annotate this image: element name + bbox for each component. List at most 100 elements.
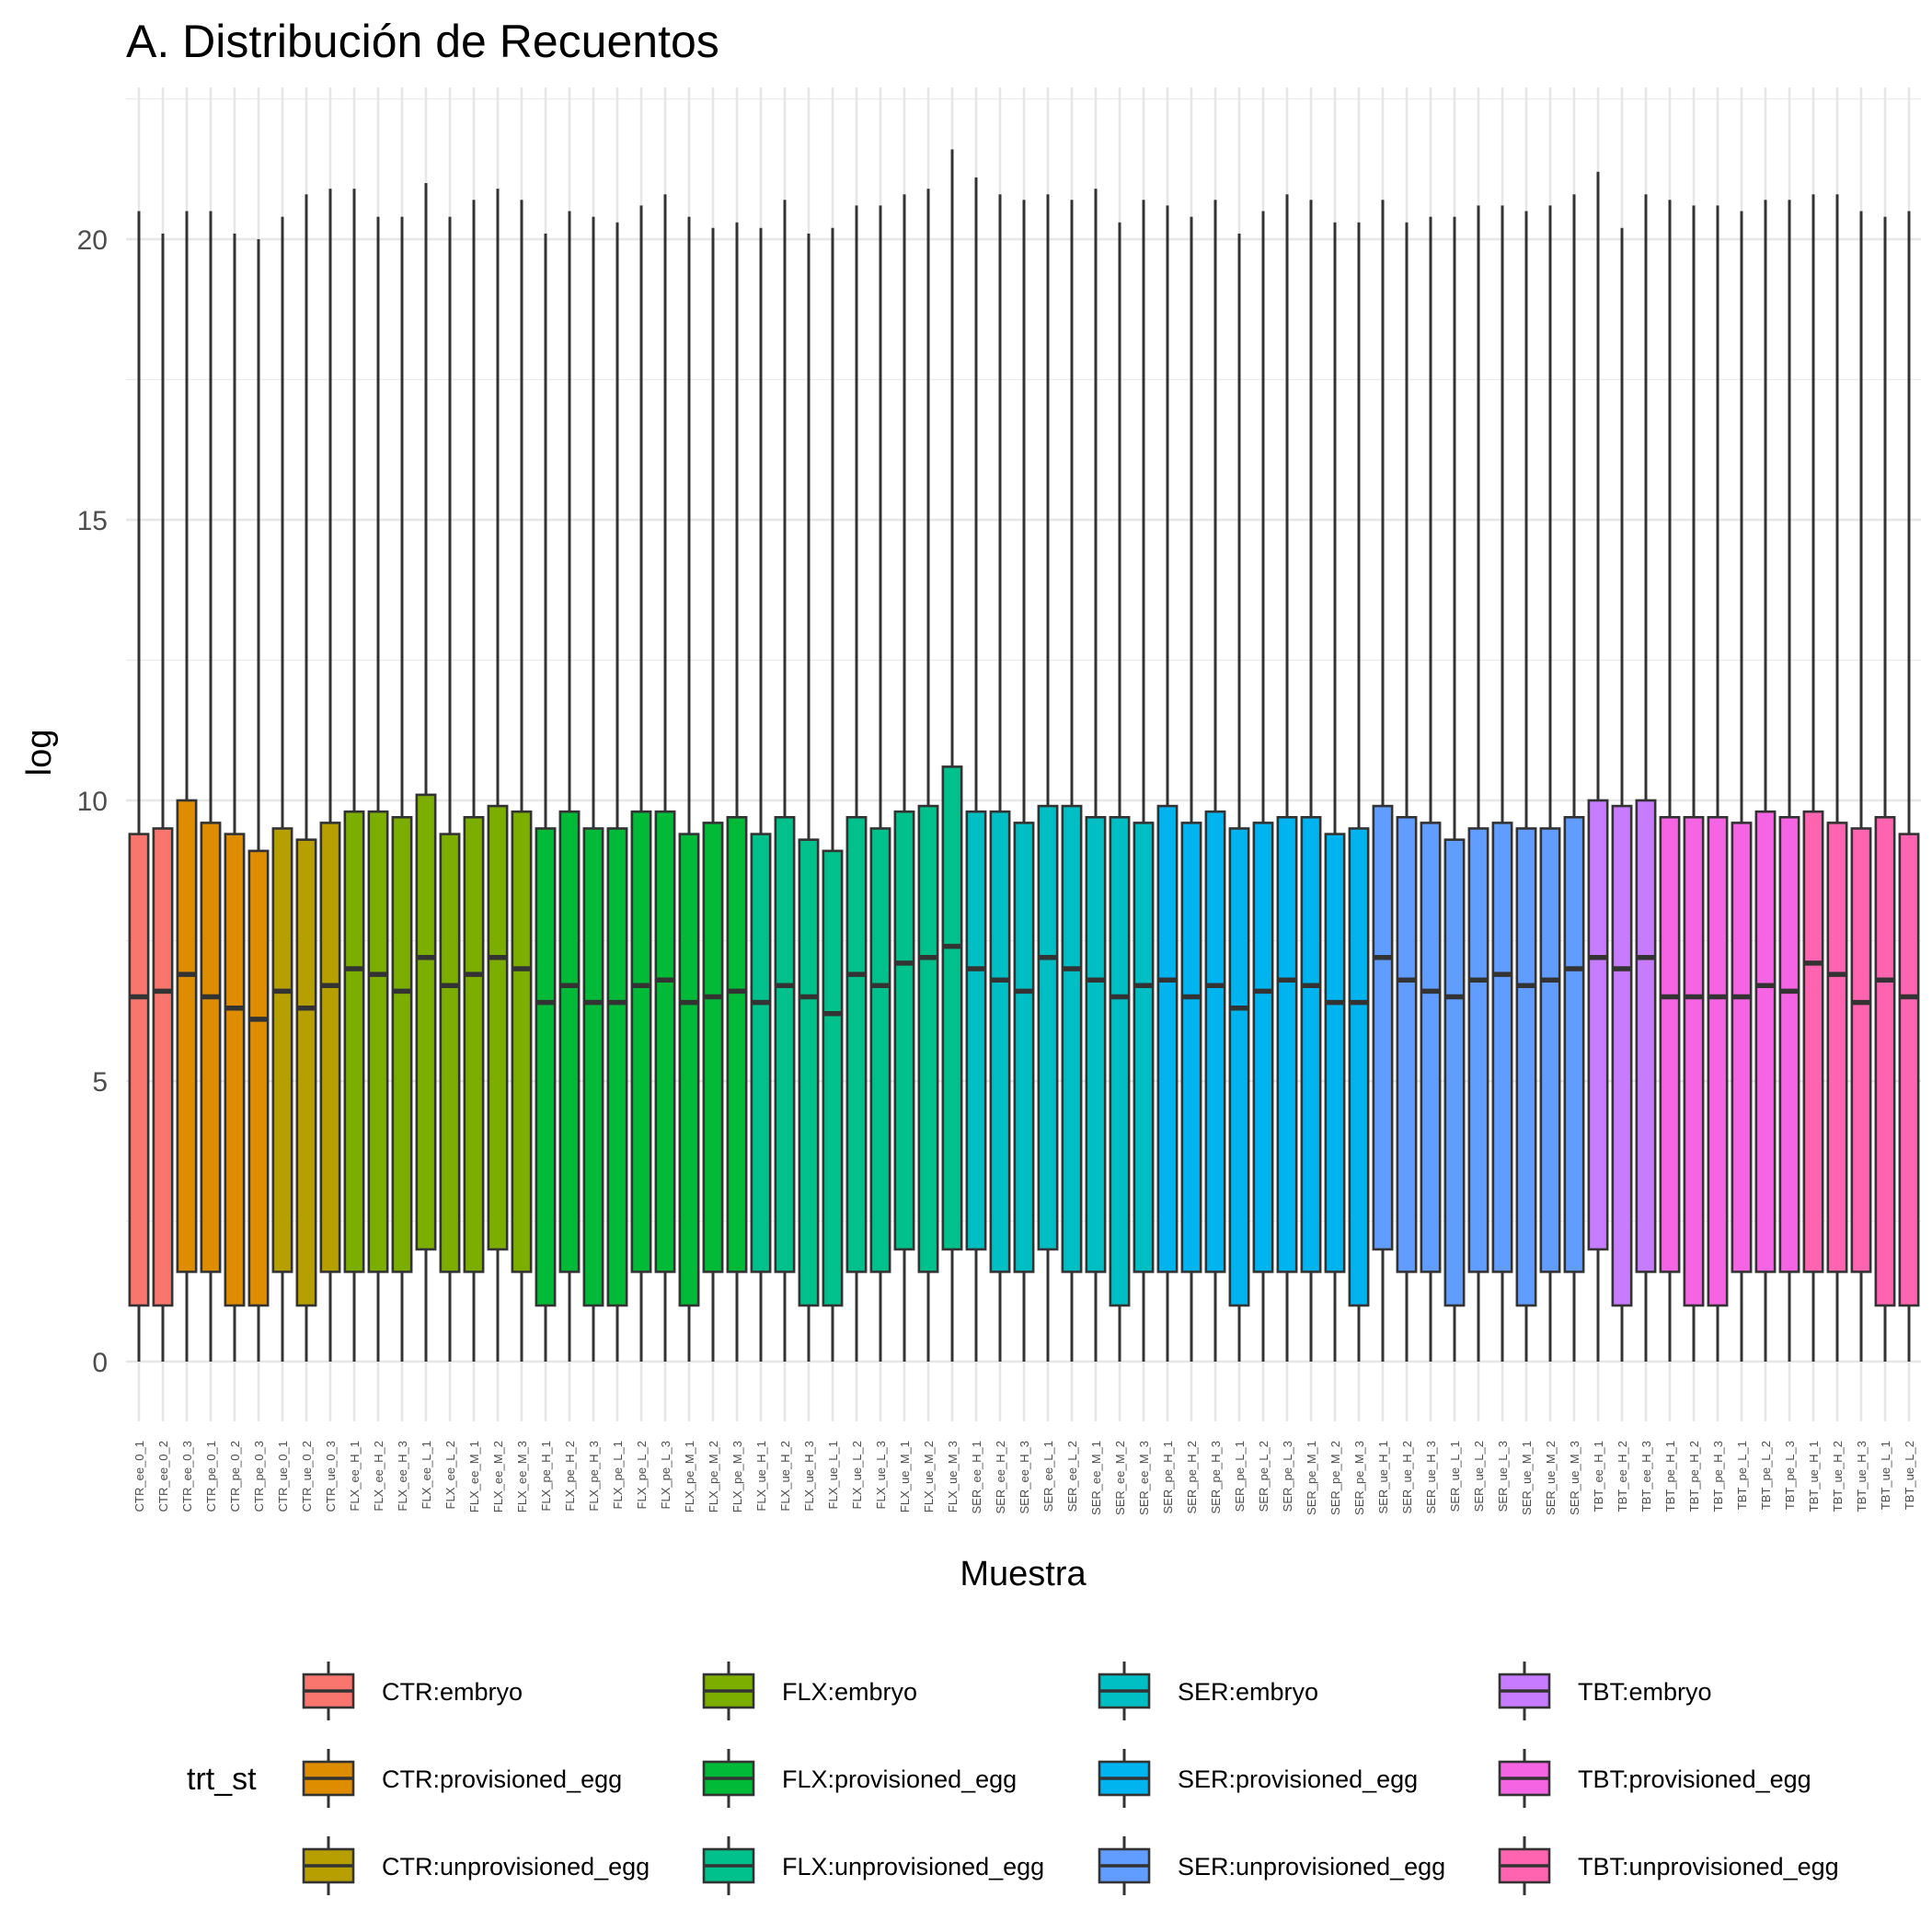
- x-tick-label: FLX_pe_M_2: [707, 1441, 720, 1512]
- box-body: [391, 815, 413, 1273]
- box-FLX_ee_M_1: [463, 200, 485, 1362]
- x-tick-label: FLX_ee_M_1: [467, 1441, 481, 1512]
- box-FLX_ue_H_3: [798, 233, 820, 1362]
- x-tick-label: TBT_pe_H_3: [1711, 1441, 1725, 1512]
- x-tick-label: SER_pe_H_1: [1161, 1441, 1175, 1514]
- box-TBT_pe_H_3: [1707, 205, 1729, 1362]
- x-tick-label: TBT_pe_L_2: [1759, 1441, 1773, 1510]
- box-body: [1443, 838, 1466, 1307]
- box-SER_pe_H_1: [1156, 205, 1179, 1362]
- legend-label: SER:provisioned_egg: [1178, 1765, 1418, 1793]
- x-axis-ticks: CTR_ee_0_1 CTR_ee_0_2 CTR_ee_0_3 CTR_pe_0_1…: [132, 1441, 1916, 1515]
- x-tick-label: TBT_ue_L_1: [1879, 1441, 1892, 1510]
- box-FLX_pe_L_3: [654, 194, 676, 1362]
- legend-label: TBT:provisioned_egg: [1578, 1765, 1811, 1793]
- box-body: [1683, 815, 1705, 1307]
- box-body: [654, 810, 676, 1273]
- box-body: [1731, 822, 1753, 1273]
- box-SER_pe_M_2: [1324, 222, 1346, 1362]
- legend-item: TBT:embryo: [1498, 1662, 1712, 1720]
- box-body: [1802, 810, 1824, 1273]
- legend-item: TBT:provisioned_egg: [1498, 1749, 1811, 1808]
- x-tick-label: TBT_ue_H_1: [1807, 1441, 1821, 1512]
- box-SER_ee_L_1: [1037, 194, 1059, 1362]
- box-body: [1826, 822, 1848, 1273]
- x-tick-label: CTR_pe_0_3: [252, 1441, 266, 1512]
- box-TBT_ue_L_2: [1898, 211, 1920, 1362]
- box-body: [1611, 804, 1633, 1307]
- x-tick-label: FLX_pe_L_3: [659, 1441, 673, 1509]
- box-body: [1898, 833, 1920, 1307]
- x-tick-label: FLX_ee_H_1: [348, 1441, 362, 1512]
- box-FLX_pe_M_2: [702, 227, 724, 1362]
- box-TBT_ue_L_1: [1874, 216, 1896, 1362]
- x-tick-label: TBT_pe_L_3: [1783, 1441, 1797, 1510]
- box-body: [774, 815, 796, 1273]
- box-body: [1491, 822, 1513, 1273]
- box-SER_ue_L_1: [1443, 216, 1466, 1362]
- x-tick-label: FLX_pe_H_2: [563, 1441, 577, 1512]
- x-tick-label: FLX_pe_H_1: [539, 1441, 553, 1512]
- x-tick-label: CTR_ue_0_2: [300, 1441, 314, 1512]
- box-FLX_ue_L_3: [869, 205, 891, 1362]
- box-SER_ee_M_2: [1109, 222, 1131, 1362]
- box-body: [439, 833, 461, 1273]
- box-FLX_pe_H_1: [535, 233, 557, 1362]
- box-SER_pe_H_2: [1180, 216, 1202, 1362]
- box-body: [1707, 815, 1729, 1307]
- x-tick-label: SER_ue_L_2: [1472, 1441, 1486, 1512]
- box-FLX_ee_H_1: [343, 189, 365, 1362]
- legend-item: FLX:unprovisioned_egg: [702, 1836, 1044, 1895]
- box-SER_ue_H_3: [1420, 216, 1442, 1362]
- x-tick-label: SER_ee_L_2: [1065, 1441, 1079, 1512]
- box-body: [1061, 804, 1083, 1273]
- x-tick-label: SER_ue_H_2: [1400, 1441, 1414, 1514]
- x-tick-label: FLX_ue_H_2: [778, 1441, 792, 1512]
- box-body: [319, 822, 341, 1273]
- x-tick-label: CTR_pe_0_2: [228, 1441, 242, 1512]
- legend-label: CTR:provisioned_egg: [382, 1765, 622, 1793]
- box-TBT_ue_H_1: [1802, 194, 1824, 1362]
- box-body: [1515, 827, 1537, 1307]
- box-SER_pe_L_1: [1228, 233, 1250, 1362]
- box-SER_ee_M_1: [1085, 189, 1107, 1362]
- legend-item: SER:unprovisioned_egg: [1098, 1836, 1445, 1895]
- x-tick-label: SER_pe_L_2: [1257, 1441, 1271, 1512]
- box-body: [1133, 822, 1155, 1273]
- x-tick-label: SER_ue_M_3: [1568, 1441, 1581, 1515]
- x-tick-label: CTR_ue_0_3: [324, 1441, 338, 1512]
- box-SER_ee_H_2: [989, 194, 1011, 1362]
- x-tick-label: TBT_ee_H_2: [1616, 1441, 1629, 1512]
- x-tick-label: SER_ee_M_2: [1113, 1441, 1127, 1515]
- box-body: [917, 804, 939, 1273]
- box-body: [1013, 822, 1035, 1273]
- legend-label: CTR:unprovisioned_egg: [382, 1853, 650, 1880]
- x-tick-label: FLX_ue_L_3: [874, 1441, 888, 1509]
- box-FLX_ee_L_1: [415, 183, 437, 1362]
- box-body: [869, 827, 891, 1273]
- x-tick-label: SER_ee_M_1: [1089, 1441, 1103, 1515]
- legend-label: CTR:embryo: [382, 1678, 523, 1706]
- box-body: [965, 810, 987, 1251]
- box-body: [1587, 799, 1609, 1251]
- box-SER_ue_H_2: [1396, 222, 1418, 1362]
- box-body: [989, 810, 1011, 1273]
- x-tick-label: SER_ee_L_1: [1041, 1441, 1055, 1512]
- x-tick-label: FLX_ee_H_2: [372, 1441, 385, 1512]
- box-SER_ee_H_3: [1013, 200, 1035, 1362]
- legend-item: CTR:embryo: [302, 1662, 523, 1720]
- x-tick-label: FLX_ee_L_1: [420, 1441, 433, 1509]
- legend-label: FLX:provisioned_egg: [782, 1765, 1017, 1793]
- box-FLX_pe_H_2: [558, 211, 581, 1362]
- box-FLX_ue_L_2: [845, 205, 868, 1362]
- box-SER_pe_L_2: [1252, 211, 1274, 1362]
- box-body: [630, 810, 652, 1273]
- box-body: [1276, 815, 1298, 1273]
- box-CTR_ee_0_3: [176, 211, 198, 1362]
- box-FLX_pe_L_1: [606, 222, 628, 1362]
- box-body: [606, 827, 628, 1307]
- box-FLX_pe_L_2: [630, 205, 652, 1362]
- x-tick-label: FLX_ee_L_2: [443, 1441, 457, 1509]
- box-body: [845, 815, 868, 1273]
